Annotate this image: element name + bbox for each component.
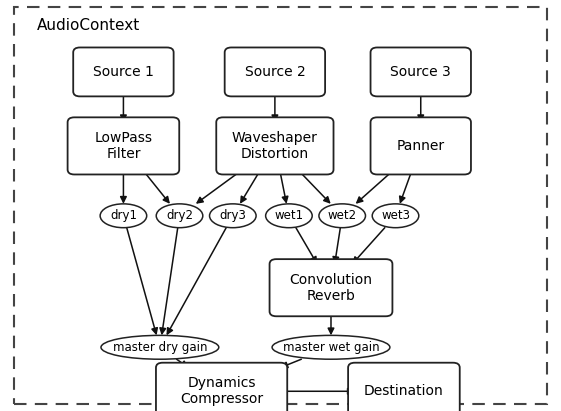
FancyBboxPatch shape (348, 363, 459, 411)
Text: Convolution
Reverb: Convolution Reverb (289, 272, 373, 303)
FancyBboxPatch shape (73, 48, 174, 97)
Text: Source 3: Source 3 (390, 65, 451, 79)
Ellipse shape (101, 335, 219, 359)
Text: Destination: Destination (364, 384, 444, 398)
Text: dry1: dry1 (110, 209, 137, 222)
FancyBboxPatch shape (156, 363, 287, 411)
FancyBboxPatch shape (224, 48, 325, 97)
Text: dry3: dry3 (219, 209, 246, 222)
Text: Waveshaper
Distortion: Waveshaper Distortion (232, 131, 318, 161)
Text: AudioContext: AudioContext (36, 18, 140, 33)
Text: Panner: Panner (397, 139, 445, 153)
Text: Source 2: Source 2 (245, 65, 305, 79)
Text: master dry gain: master dry gain (113, 341, 207, 354)
Text: wet3: wet3 (381, 209, 410, 222)
Ellipse shape (156, 204, 203, 228)
FancyBboxPatch shape (216, 118, 333, 174)
Text: LowPass
Filter: LowPass Filter (94, 131, 153, 161)
FancyBboxPatch shape (269, 259, 392, 316)
Text: dry2: dry2 (166, 209, 193, 222)
Ellipse shape (100, 204, 147, 228)
Ellipse shape (272, 335, 390, 359)
Text: Source 1: Source 1 (93, 65, 154, 79)
FancyBboxPatch shape (370, 118, 471, 174)
FancyBboxPatch shape (68, 118, 179, 174)
Text: wet2: wet2 (328, 209, 357, 222)
Ellipse shape (319, 204, 366, 228)
Text: wet1: wet1 (274, 209, 304, 222)
Ellipse shape (210, 204, 256, 228)
Text: Dynamics
Compressor: Dynamics Compressor (180, 376, 263, 406)
Text: master wet gain: master wet gain (283, 341, 379, 354)
Ellipse shape (373, 204, 419, 228)
FancyBboxPatch shape (370, 48, 471, 97)
Ellipse shape (266, 204, 312, 228)
